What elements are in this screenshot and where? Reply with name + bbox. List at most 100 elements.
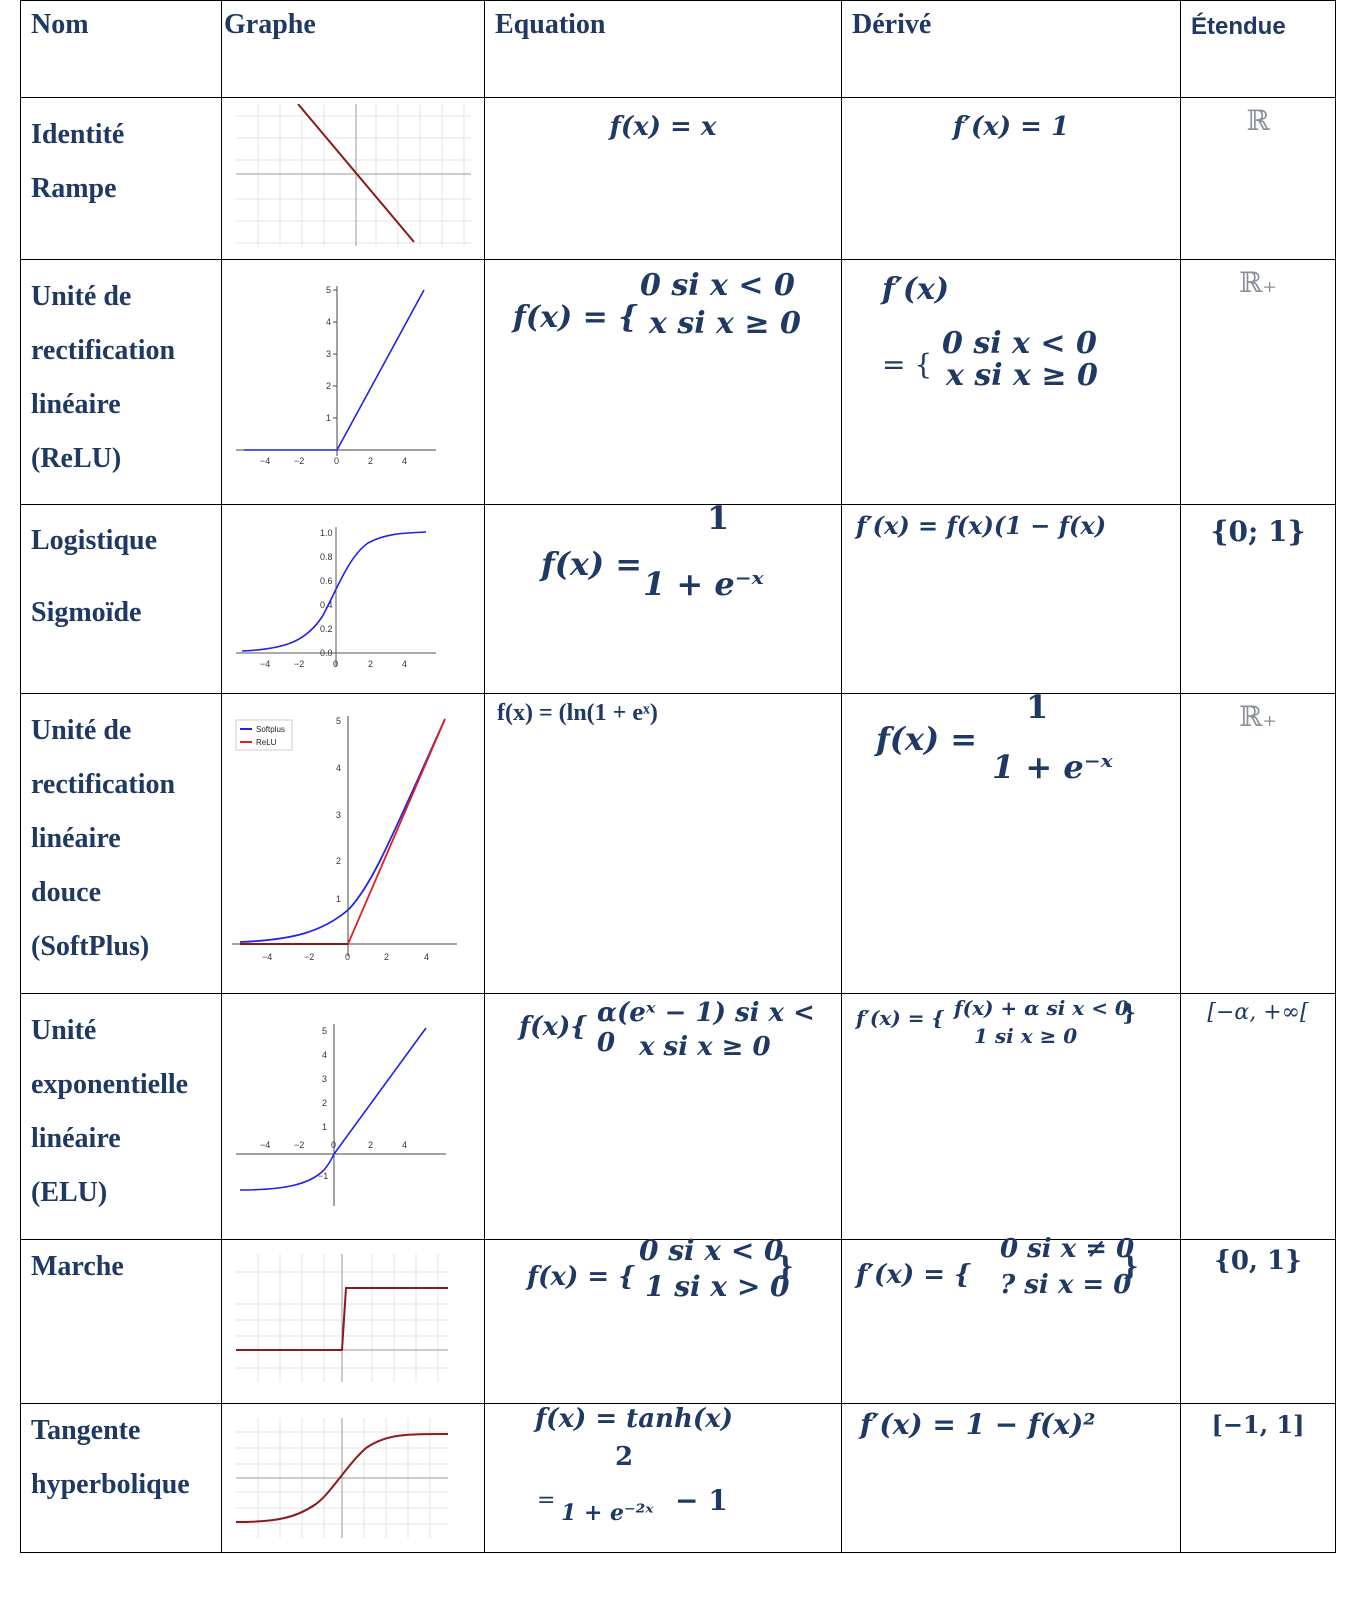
derivative-cell: f′(x) = { 0 si x < 0 x si x ≥ 0 bbox=[841, 259, 1181, 505]
sigmoid-eq-num: 1 bbox=[707, 499, 730, 537]
name-line: (ReLU) bbox=[31, 443, 122, 474]
sigmoid-ytick: 0.2 bbox=[320, 624, 333, 634]
range-cell: {0, 1} bbox=[1180, 1239, 1336, 1404]
elu-ytick: 1 bbox=[322, 1122, 327, 1132]
header-nom-label: Nom bbox=[31, 9, 89, 40]
sigmoid-xtick: −2 bbox=[294, 659, 304, 669]
sigmoid-xtick: 4 bbox=[402, 659, 407, 669]
step-eq-case1: 0 si x < 0 bbox=[639, 1234, 784, 1267]
relu-xtick: 4 bbox=[402, 456, 407, 466]
header-etendue-label: Étendue bbox=[1191, 13, 1286, 40]
name-line: linéaire bbox=[31, 1123, 121, 1154]
name-cell: Unité de rectification linéaire douce (S… bbox=[20, 693, 222, 994]
name-line: hyperbolique bbox=[31, 1469, 190, 1500]
softplus-der-den: 1 + e⁻ˣ bbox=[992, 748, 1113, 786]
elu-xtick: 0 bbox=[331, 1140, 336, 1150]
name-line: rectification bbox=[31, 769, 176, 800]
step-der-lhs: f′(x) = { bbox=[856, 1260, 971, 1290]
relu-ytick: 5 bbox=[326, 285, 331, 295]
elu-xtick: −4 bbox=[260, 1140, 270, 1150]
row-relu: Unité de rectification linéaire (ReLU) 5… bbox=[20, 259, 1336, 505]
tanh-derivative: f′(x) = 1 − f(x)² bbox=[860, 1408, 1096, 1441]
name-line: linéaire bbox=[31, 389, 121, 420]
softplus-xtick: −4 bbox=[262, 952, 272, 962]
sigmoid-range: {0; 1} bbox=[1210, 515, 1306, 548]
header-equation: Equation bbox=[484, 0, 842, 98]
name-line: douce bbox=[31, 877, 101, 908]
sigmoid-xtick: −4 bbox=[260, 659, 270, 669]
softplus-xtick: 2 bbox=[384, 952, 389, 962]
softplus-xtick: −2 bbox=[304, 952, 314, 962]
sigmoid-ytick: 0.0 bbox=[320, 648, 333, 658]
row-logistique: Logistique Sigmoïde 0.0 0.2 0.4 0.6 0.8 … bbox=[20, 499, 1336, 694]
equation-cell: f(x) = x bbox=[484, 97, 842, 260]
softplus-legend bbox=[235, 719, 293, 751]
name-cell: Identité Rampe bbox=[20, 97, 222, 260]
softplus-equation: f(x) = (ln(1 + eˣ) bbox=[497, 700, 658, 726]
row-identite: Identité Rampe f(x) = x f′(x) = 1 ℝ bbox=[20, 97, 1336, 260]
sigmoid-ytick: 1.0 bbox=[320, 528, 333, 538]
step-der-case2: ? si x = 0 bbox=[1000, 1270, 1132, 1300]
range-cell: ℝ bbox=[1180, 97, 1336, 260]
sigmoid-eq-den: 1 + e⁻ˣ bbox=[643, 565, 764, 603]
graph-cell: 5 4 3 2 1 −4 −2 0 2 4 Softplus ReLU bbox=[221, 693, 485, 994]
name-line: Unité bbox=[31, 1015, 97, 1046]
elu-graph: 5 4 3 2 1 −1 −4 −2 0 2 4 bbox=[236, 1024, 446, 1206]
identity-equation: f(x) = x bbox=[609, 112, 717, 142]
relu-graph: 5 4 3 2 1 −4 −2 0 2 4 bbox=[236, 285, 436, 466]
header-graphe: Graphe bbox=[221, 0, 485, 98]
relu-der-case1: 0 si x < 0 bbox=[942, 326, 1097, 361]
sigmoid-eq-lhs: f(x) = bbox=[541, 545, 643, 583]
header-row: Nom Graphe Equation Dérivé Étendue bbox=[20, 0, 1336, 98]
relu-der-case2: x si x ≥ 0 bbox=[946, 358, 1098, 393]
tanh-eq-den: 1 + e⁻²ˣ bbox=[561, 1500, 654, 1526]
sigmoid-xtick: 0 bbox=[333, 659, 338, 669]
equation-cell: f(x) = tanh(x) 2 = 1 + e⁻²ˣ − 1 bbox=[484, 1403, 842, 1553]
step-eq-lhs: f(x) = { bbox=[527, 1262, 635, 1292]
header-nom: Nom bbox=[20, 0, 222, 98]
derivative-cell: f′(x) = f(x)(1 − f(x) bbox=[841, 504, 1181, 694]
name-cell: Marche bbox=[20, 1239, 222, 1404]
graph-cell: 5 4 3 2 1 −4 −2 0 2 4 bbox=[221, 259, 485, 505]
graph-cell bbox=[221, 1239, 485, 1404]
elu-der-close: } bbox=[1122, 1000, 1137, 1026]
sigmoid-graph: 0.0 0.2 0.4 0.6 0.8 1.0 −4 −2 0 2 4 bbox=[236, 527, 436, 669]
name-line: exponentielle bbox=[31, 1069, 189, 1100]
relu-ytick: 1 bbox=[326, 413, 331, 423]
relu-der-lhs: f′(x) bbox=[882, 272, 950, 307]
sigmoid-ytick: 0.6 bbox=[320, 576, 333, 586]
header-equation-label: Equation bbox=[495, 9, 606, 40]
name-cell: Logistique Sigmoïde bbox=[20, 504, 222, 694]
header-graphe-label: Graphe bbox=[224, 9, 316, 40]
softplus-ytick: 5 bbox=[336, 716, 341, 726]
relu-xtick: 2 bbox=[368, 456, 373, 466]
range-cell: [−α, +∞[ bbox=[1180, 993, 1336, 1240]
relu-xtick: −2 bbox=[294, 456, 304, 466]
elu-ytick: 4 bbox=[322, 1050, 327, 1060]
row-tanh: Tangente hyperbolique f(x) = tanh(x) 2 =… bbox=[20, 1403, 1336, 1553]
elu-xtick: 4 bbox=[402, 1140, 407, 1150]
elu-eq-case2: x si x ≥ 0 bbox=[639, 1032, 771, 1062]
derivative-cell: f′(x) = 1 − f(x)² bbox=[841, 1403, 1181, 1553]
header-etendue: Étendue bbox=[1180, 0, 1336, 98]
step-der-close: } bbox=[1122, 1252, 1139, 1282]
softplus-graph: 5 4 3 2 1 −4 −2 0 2 4 Softplus ReLU bbox=[232, 716, 457, 962]
name-line: Logistique bbox=[31, 525, 158, 556]
softplus-range: ℝ₊ bbox=[1238, 700, 1278, 733]
relu-eq-case2: x si x ≥ 0 bbox=[649, 306, 801, 341]
elu-xtick: −2 bbox=[294, 1140, 304, 1150]
tanh-graph bbox=[236, 1418, 448, 1538]
identity-range: ℝ bbox=[1246, 104, 1270, 137]
equation-cell: f(x) = 1 1 + e⁻ˣ bbox=[484, 499, 842, 694]
graph-cell bbox=[221, 97, 485, 260]
name-line: (SoftPlus) bbox=[31, 931, 150, 962]
equation-cell: f(x) = { 0 si x < 0 x si x ≥ 0 bbox=[484, 259, 842, 505]
relu-der-eq: = { bbox=[882, 348, 933, 381]
header-derive-label: Dérivé bbox=[852, 9, 932, 40]
equation-cell: f(x) = { 0 si x < 0 1 si x > 0 } bbox=[484, 1234, 842, 1404]
relu-eq-case1: 0 si x < 0 bbox=[640, 268, 795, 303]
elu-ytick: −1 bbox=[318, 1171, 328, 1181]
relu-xtick: 0 bbox=[334, 456, 339, 466]
graph-cell: 5 4 3 2 1 −1 −4 −2 0 2 4 bbox=[221, 993, 485, 1240]
elu-der-lhs: f′(x) = { bbox=[856, 1006, 945, 1030]
